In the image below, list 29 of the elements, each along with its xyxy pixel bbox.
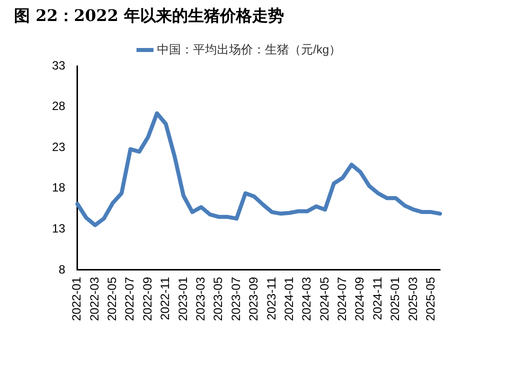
x-tick-label: 2025-01 — [388, 276, 402, 322]
chart-title: 图 22：2022 年以来的生猪价格走势 — [14, 6, 284, 27]
x-tick-label: 2023-07 — [228, 276, 243, 322]
x-tick-label: 2024-07 — [335, 276, 350, 322]
x-tick-label: 2023-01 — [176, 276, 190, 322]
x-tick-label: 2022-11 — [158, 276, 172, 320]
x-tick-label: 2023-11 — [264, 276, 278, 320]
x-tick-label: 2024-05 — [317, 276, 332, 322]
x-tick-label: 2022-07 — [122, 276, 137, 322]
x-tick-label: 2022-03 — [87, 276, 102, 322]
y-tick-label: 13 — [52, 221, 66, 236]
y-tick-label: 33 — [52, 58, 66, 72]
x-tick-label: 2025-03 — [406, 276, 420, 322]
y-tick-label: 8 — [58, 262, 66, 276]
x-tick-label: 2022-09 — [140, 276, 154, 322]
x-tick-label: 2023-05 — [211, 276, 226, 322]
x-tick-label: 2023-09 — [246, 276, 261, 322]
x-tick-label: 2024-01 — [282, 276, 296, 322]
y-tick-label: 18 — [52, 180, 66, 195]
x-tick-label: 2022-01 — [70, 276, 84, 322]
x-tick-label: 2024-03 — [300, 276, 314, 322]
legend-label: 中国：平均出场价：生猪（元/kg） — [156, 42, 342, 56]
x-tick-label: 2024-09 — [352, 276, 367, 322]
x-tick-label: 2023-03 — [193, 276, 208, 322]
y-tick-label: 23 — [52, 140, 66, 154]
x-tick-label: 2022-05 — [105, 276, 120, 322]
x-tick-label: 2025-05 — [423, 276, 438, 322]
x-tick-label: 2024-11 — [370, 276, 384, 320]
y-tick-label: 28 — [52, 99, 66, 114]
